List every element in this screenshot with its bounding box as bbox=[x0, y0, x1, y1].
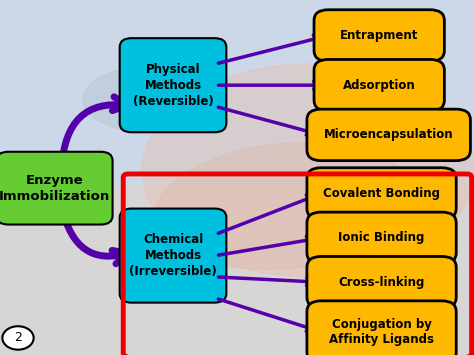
Text: Microencapsulation: Microencapsulation bbox=[324, 129, 454, 141]
Text: Covalent Bonding: Covalent Bonding bbox=[323, 187, 440, 200]
Text: 2: 2 bbox=[14, 332, 22, 344]
FancyBboxPatch shape bbox=[307, 168, 456, 219]
Text: Cross-linking: Cross-linking bbox=[338, 276, 425, 289]
Ellipse shape bbox=[83, 67, 201, 131]
FancyBboxPatch shape bbox=[0, 185, 474, 355]
FancyBboxPatch shape bbox=[314, 10, 444, 61]
FancyBboxPatch shape bbox=[307, 256, 456, 308]
Circle shape bbox=[2, 326, 34, 350]
Ellipse shape bbox=[142, 64, 474, 277]
Text: Ionic Binding: Ionic Binding bbox=[338, 231, 425, 244]
Text: Chemical
Methods
(Irreversible): Chemical Methods (Irreversible) bbox=[129, 233, 217, 278]
Text: Enzyme
Immobilization: Enzyme Immobilization bbox=[0, 174, 110, 203]
FancyBboxPatch shape bbox=[307, 212, 456, 263]
Text: Entrapment: Entrapment bbox=[340, 29, 419, 42]
Text: Conjugation by
Affinity Ligands: Conjugation by Affinity Ligands bbox=[329, 318, 434, 346]
FancyBboxPatch shape bbox=[119, 208, 226, 302]
FancyBboxPatch shape bbox=[307, 301, 456, 355]
Text: Physical
Methods
(Reversible): Physical Methods (Reversible) bbox=[133, 63, 213, 108]
Ellipse shape bbox=[155, 142, 414, 269]
FancyBboxPatch shape bbox=[314, 59, 444, 111]
FancyBboxPatch shape bbox=[119, 38, 226, 132]
FancyBboxPatch shape bbox=[0, 0, 474, 185]
FancyBboxPatch shape bbox=[307, 109, 470, 160]
FancyBboxPatch shape bbox=[0, 152, 112, 225]
Text: Adsorption: Adsorption bbox=[343, 79, 416, 92]
